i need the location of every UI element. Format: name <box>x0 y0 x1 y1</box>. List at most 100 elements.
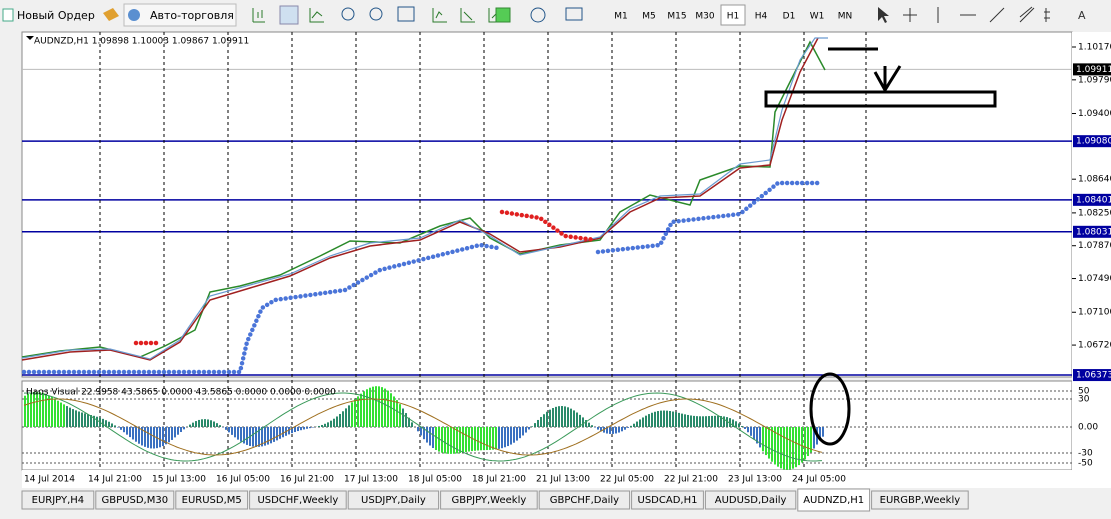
histogram-bar <box>633 424 635 427</box>
time-label: 15 Jul 13:00 <box>152 475 206 485</box>
histogram-bar <box>753 427 755 440</box>
histogram-bar <box>501 427 503 448</box>
histogram-bar <box>801 427 803 462</box>
histogram-bar <box>561 406 563 427</box>
histogram-bar <box>492 427 494 450</box>
timeframe-button[interactable]: H4 <box>755 12 768 22</box>
histogram-bar <box>129 427 131 437</box>
histogram-bar <box>714 416 716 427</box>
time-label: 17 Jul 13:00 <box>344 475 398 485</box>
histogram-bar <box>429 427 431 446</box>
histogram-bar <box>54 399 56 427</box>
timeframe-button[interactable]: D1 <box>783 12 796 22</box>
histogram-bar <box>372 387 374 427</box>
histogram-bar <box>207 419 209 427</box>
histogram-bar <box>234 427 236 437</box>
histogram-bar <box>324 424 326 427</box>
price-label: 1.06720 <box>1078 341 1111 351</box>
histogram-bar <box>147 427 149 448</box>
histogram-bar <box>108 422 110 427</box>
histogram-bar <box>495 427 497 449</box>
timeframe-button[interactable]: MN <box>838 12 853 22</box>
histogram-bar <box>513 427 515 443</box>
tab-label: EURGBP,Weekly <box>880 495 961 506</box>
histogram-bar <box>681 414 683 427</box>
histogram-bar <box>159 427 161 447</box>
histogram-bar <box>255 427 257 447</box>
indicator-scale-label: 0.00 <box>1078 423 1098 433</box>
timeframe-button[interactable]: M1 <box>614 12 628 22</box>
histogram-bar <box>588 423 590 427</box>
histogram-bar <box>594 427 596 428</box>
time-label: 24 Jul 05:00 <box>792 475 846 485</box>
price-label: 1.10170 <box>1078 43 1111 53</box>
timeframe-button[interactable]: M5 <box>642 12 656 22</box>
indicators-icon[interactable] <box>496 8 510 22</box>
histogram-bar <box>717 416 719 427</box>
histogram-bar <box>192 423 194 427</box>
histogram-bar <box>231 427 233 435</box>
histogram-bar <box>576 413 578 427</box>
price-label: 1.09790 <box>1078 75 1111 85</box>
histogram-bar <box>78 411 80 427</box>
histogram-bar <box>51 397 53 427</box>
histogram-bar <box>537 420 539 427</box>
histogram-bar <box>30 393 32 427</box>
histogram-bar <box>48 395 50 427</box>
candle-icon[interactable] <box>280 6 298 24</box>
histogram-bar <box>330 421 332 427</box>
histogram-bar <box>216 423 218 427</box>
histogram-bar <box>747 427 749 432</box>
histogram-bar <box>210 420 212 427</box>
histogram-bar <box>432 427 434 448</box>
histogram-bar <box>24 396 26 427</box>
histogram-bar <box>75 410 77 427</box>
histogram-bar <box>474 427 476 451</box>
histogram-bar <box>663 411 665 427</box>
auto-trading-label: Авто-торговля <box>150 9 234 22</box>
histogram-bar <box>510 427 512 445</box>
histogram-bar <box>744 427 746 429</box>
price-label: 1.07100 <box>1078 308 1111 318</box>
histogram-bar <box>369 388 371 427</box>
histogram-bar <box>651 413 653 427</box>
histogram-bar <box>42 393 44 427</box>
histogram-bar <box>555 407 557 427</box>
left-scrollbar[interactable] <box>0 32 20 488</box>
histogram-bar <box>150 427 152 448</box>
histogram-bar <box>270 427 272 443</box>
time-label: 16 Jul 21:00 <box>280 475 334 485</box>
histogram-bar <box>447 427 449 454</box>
tab-label: USDJPY,Daily <box>361 495 426 506</box>
histogram-bar <box>195 421 197 427</box>
histogram-bar <box>366 389 368 427</box>
histogram-bar <box>669 411 671 427</box>
text-tool-icon[interactable]: A <box>1078 9 1086 22</box>
timeframe-button[interactable]: H1 <box>727 12 740 22</box>
histogram-bar <box>597 427 599 430</box>
histogram-bar <box>558 406 560 427</box>
histogram-bar <box>84 413 86 427</box>
timeframe-button[interactable]: M15 <box>667 12 686 22</box>
histogram-bar <box>735 421 737 427</box>
histogram-bar <box>27 394 29 427</box>
histogram-bar <box>591 425 593 427</box>
histogram-bar <box>687 415 689 427</box>
histogram-bar <box>102 419 104 427</box>
histogram-bar <box>396 400 398 427</box>
histogram-bar <box>309 427 311 428</box>
histogram-bar <box>504 427 506 447</box>
histogram-bar <box>294 427 296 432</box>
histogram-bar <box>138 427 140 444</box>
histogram-bar <box>648 414 650 427</box>
histogram-bar <box>426 427 428 443</box>
histogram-bar <box>111 423 113 427</box>
histogram-bar <box>702 416 704 427</box>
timeframe-button[interactable]: W1 <box>810 12 825 22</box>
timeframe-button[interactable]: M30 <box>695 12 714 22</box>
histogram-bar <box>486 427 488 450</box>
histogram-bar <box>435 427 437 450</box>
histogram-bar <box>684 414 686 427</box>
time-label: 22 Jul 05:00 <box>600 475 654 485</box>
